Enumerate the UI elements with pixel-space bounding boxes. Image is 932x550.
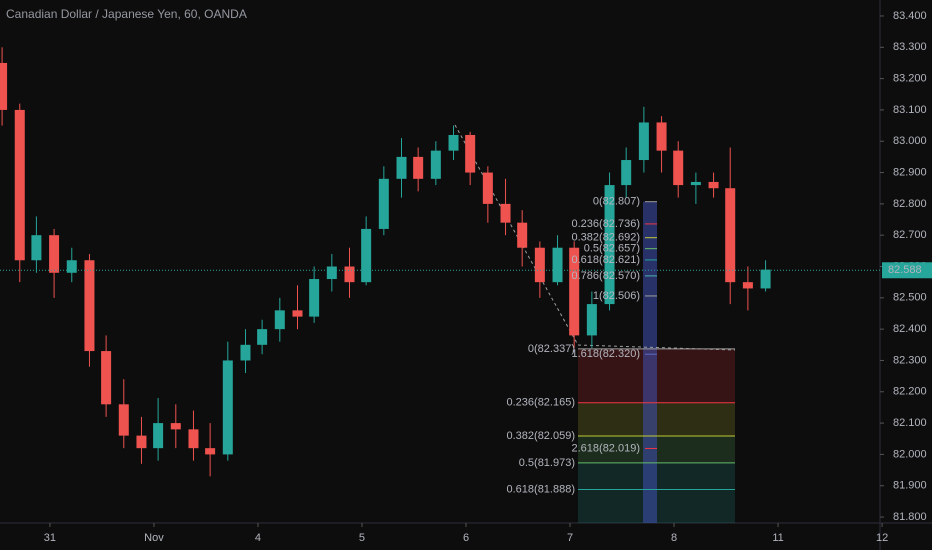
trend-line [454, 124, 579, 346]
candle-body [760, 269, 771, 289]
fib-label: 0(82.807) [593, 196, 640, 208]
candle-body [534, 247, 545, 283]
x-tick-label: 5 [359, 532, 365, 544]
candle-body [500, 203, 511, 223]
y-tick-label: 81.900 [893, 480, 927, 492]
candle-body [656, 122, 667, 151]
y-tick-label: 82.200 [893, 386, 927, 398]
y-tick-label: 82.900 [893, 166, 927, 178]
candle-body [31, 235, 42, 261]
candle-body [378, 178, 389, 229]
x-tick-label: 12 [876, 532, 888, 544]
x-tick-label: 11 [772, 532, 783, 544]
candle-body [118, 404, 129, 436]
last-price-label: 82.588 [888, 264, 922, 276]
candle-body [517, 222, 528, 248]
y-tick-label: 83.200 [893, 73, 927, 85]
candle-body [240, 344, 251, 361]
candle-body [257, 329, 268, 345]
candle-body [66, 260, 77, 273]
candle-body [448, 134, 459, 151]
candle-body [101, 351, 112, 405]
candle-body [690, 181, 701, 186]
fib-label: 1.618(82.320) [572, 348, 641, 360]
candle-body [0, 62, 8, 110]
candle-body [413, 156, 424, 179]
candle-body [586, 304, 597, 336]
candle-body [344, 266, 355, 283]
fib-label: 0.236(82.736) [572, 218, 641, 230]
candle-body [153, 423, 164, 449]
trend-line [577, 344, 736, 351]
y-tick-label: 82.300 [893, 354, 927, 366]
candle-body [170, 423, 181, 430]
fib-label: 0.382(82.692) [572, 232, 641, 244]
candle-body [309, 279, 320, 317]
candle-body [638, 122, 649, 161]
y-tick-label: 82.000 [893, 448, 927, 460]
fib-label: 1(82.506) [593, 290, 640, 302]
candle-body [361, 228, 372, 283]
fib-label: 0.618(81.888) [507, 483, 576, 495]
candle-body [708, 181, 719, 189]
candle-body [188, 429, 199, 449]
x-tick-label: 4 [255, 532, 261, 544]
y-tick-label: 83.300 [893, 41, 927, 53]
candle-body [673, 150, 684, 186]
candle-body [49, 235, 60, 273]
y-tick-label: 82.400 [893, 323, 927, 335]
candle-body [725, 188, 736, 283]
candle-body [274, 310, 285, 330]
candle-body [84, 260, 95, 352]
candle-body [222, 360, 233, 455]
y-tick-label: 81.800 [893, 511, 927, 523]
y-tick-label: 82.700 [893, 229, 927, 241]
y-tick-label: 83.400 [893, 10, 927, 22]
candle-body [396, 156, 407, 179]
fib-label: 2.618(82.019) [572, 442, 641, 454]
y-tick-label: 82.100 [893, 417, 927, 429]
time-band [643, 201, 657, 523]
candle-body [621, 160, 632, 186]
x-tick-label: Nov [144, 532, 164, 544]
candle-body [430, 150, 441, 179]
y-tick-label: 83.000 [893, 135, 927, 147]
x-tick-label: 8 [671, 532, 677, 544]
fib-label: 0(82.337) [528, 343, 575, 355]
candle-body [136, 435, 147, 449]
fib-label: 0.5(81.973) [519, 457, 575, 469]
y-tick-label: 83.100 [893, 104, 927, 116]
fib-label: 0.618(82.621) [572, 254, 641, 266]
fib-label: 0.236(82.165) [507, 397, 576, 409]
candle-body [742, 282, 753, 289]
x-tick-label: 6 [463, 532, 469, 544]
chart-title: Canadian Dollar / Japanese Yen, 60, OAND… [6, 7, 247, 21]
candle-body [569, 247, 580, 336]
candle-body [465, 134, 476, 173]
candle-body [205, 448, 216, 455]
fib-label: 0.786(82.570) [572, 270, 641, 282]
y-tick-label: 82.800 [893, 198, 927, 210]
candle-body [482, 172, 493, 204]
last-price-box [882, 262, 932, 279]
candle-body [326, 266, 337, 280]
y-tick-label: 82.500 [893, 292, 927, 304]
candle-body [604, 185, 615, 305]
candle-body [552, 247, 563, 283]
candle-body [14, 109, 25, 261]
fib-label: 0.382(82.059) [507, 430, 576, 442]
x-tick-label: 7 [567, 532, 573, 544]
candle-body [292, 310, 303, 317]
x-tick-label: 31 [44, 532, 56, 544]
fib-label: 0.5(82.657) [584, 243, 640, 255]
